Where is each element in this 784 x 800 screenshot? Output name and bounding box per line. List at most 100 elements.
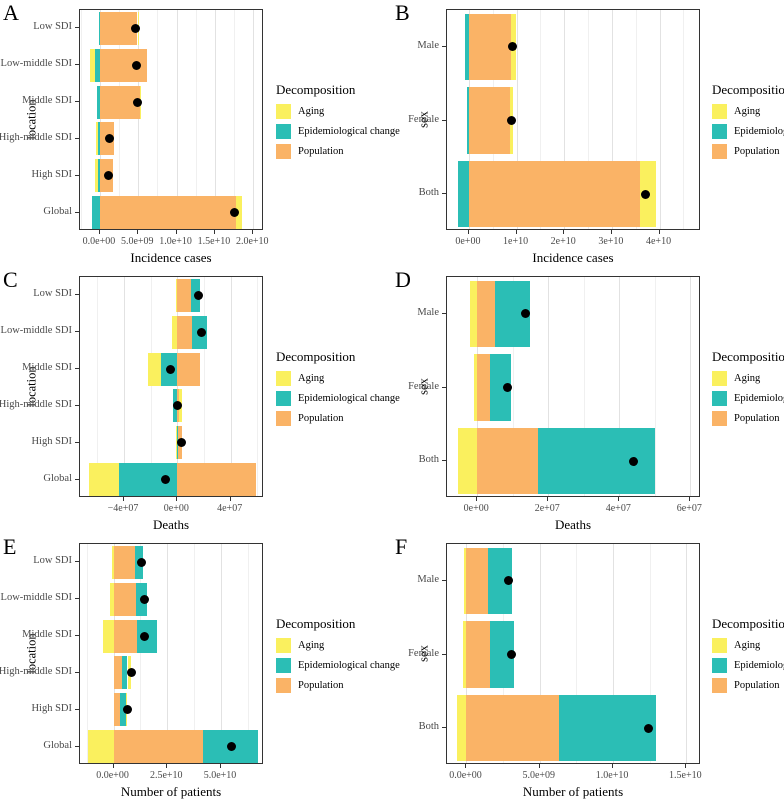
category-label: Male [417,39,439,51]
legend-item-aging: Aging [276,370,400,386]
gridline-minor [247,544,249,763]
gridline-major [113,544,115,763]
bar-segment-population [477,280,495,347]
legend: Decomposition Aging Epidemiological change… [276,349,400,431]
category-label: Male [417,573,439,585]
gridline-major [686,544,688,763]
panel-letter: F [395,534,408,559]
bar-segment-population [177,315,192,349]
gridline-minor [649,544,651,763]
net-change-dot [504,576,514,586]
gridline-major [99,10,101,229]
bar-segment-epidemiological-change [95,48,100,82]
bar-segment-aging [463,547,467,614]
bar-segment-population [466,695,559,762]
x-tick-label: 1.5e+10 [197,236,231,247]
bar-segment-aging [95,159,98,193]
y-tick [75,745,79,747]
x-tick [618,497,620,501]
y-tick [442,193,446,195]
bar-segment-aging [456,695,467,762]
bar-segment-population [113,693,120,727]
y-tick [75,27,79,29]
legend-label: Population [734,412,780,424]
bar-segment-population [468,161,640,228]
gridline-major [539,544,541,763]
bar-segment-aging [236,196,242,229]
x-tick [220,764,221,768]
x-tick [610,230,612,234]
net-change-dot [140,631,150,641]
bar-segment-aging [88,463,119,496]
legend-item-population: Population [712,410,784,426]
legend-key-swatch [712,410,727,426]
legend: Decomposition Aging Epidemiological change… [276,616,400,698]
gridline-minor [540,10,542,229]
bar-segment-epidemiological-change [558,695,656,762]
legend-label: Aging [734,105,761,117]
bar-segment-epidemiological-change [97,122,100,156]
x-tick [98,230,100,234]
bar-segment-epidemiological-change [467,87,469,154]
gridline-major [221,544,222,763]
legend-item-aging: Aging [276,637,400,653]
gridline-minor [140,544,142,763]
y-tick [75,137,79,139]
category-label: Female [408,647,439,659]
legend-item-population: Population [712,143,784,159]
y-tick [75,64,79,66]
bar-segment-population [177,278,191,312]
x-tick [252,230,254,234]
category-label: Male [417,306,439,318]
legend-item-population: Population [276,410,400,426]
bar-segment-aging [176,278,178,312]
plot-area [79,9,263,230]
bar-segment-population [477,428,538,495]
legend-item-epidemiological-change: Epidemiological change [276,123,400,139]
gridline-minor [97,277,99,496]
category-label: Low SDI [33,555,72,567]
panel-letter: C [3,267,18,292]
category-label: Low-middle SDI [0,58,72,70]
y-tick [442,386,446,388]
legend-title: Decomposition [712,348,784,364]
x-tick [467,230,469,234]
bar-segment-population [113,619,138,653]
x-axis-title: Deaths [152,517,190,532]
gridline-minor [80,10,82,229]
legend-label: Aging [298,639,325,651]
y-tick [442,460,446,462]
legend-key-swatch [276,103,291,119]
legend-label: Epidemiological change [298,125,400,137]
category-label: High-middle SDI [0,665,72,677]
y-tick [75,635,79,637]
x-tick-label: 0.0e+00 [449,770,482,781]
bar-segment-population [177,352,200,386]
gridline-minor [150,277,152,496]
bar-segment-population [113,656,123,690]
legend-item-aging: Aging [712,370,784,386]
x-tick [689,497,691,501]
x-tick [123,497,124,501]
y-tick [75,561,79,563]
legend: Decomposition Aging Epidemiological change… [712,349,784,431]
legend: Decomposition Aging Epidemiological change… [712,82,784,164]
legend-title: Decomposition [276,348,356,364]
bar-segment-population [99,196,237,229]
bar-segment-aging [148,352,162,386]
legend-key-swatch [276,677,291,693]
legend-label: Aging [734,372,761,384]
gridline-major [177,277,179,496]
category-label: Both [418,187,439,199]
category-label: High SDI [31,702,72,714]
x-tick [476,497,478,501]
x-tick [465,764,467,768]
legend-label: Aging [734,639,761,651]
legend-key-swatch [712,637,727,653]
legend-item-population: Population [712,677,784,693]
y-tick [75,441,79,443]
gridline-minor [204,277,205,496]
x-tick-label: 0.0e+00 [96,770,129,781]
category-label: Middle SDI [22,362,72,374]
